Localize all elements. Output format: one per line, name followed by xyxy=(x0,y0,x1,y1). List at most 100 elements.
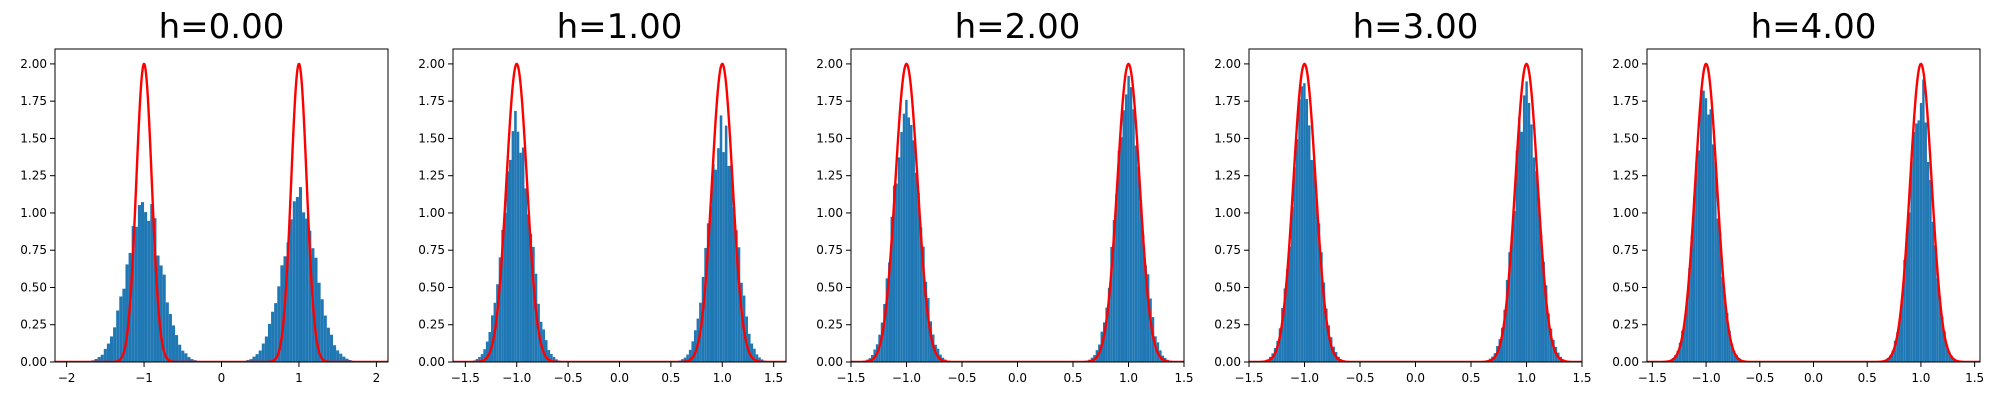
hist-bar xyxy=(162,274,166,362)
hist-bar xyxy=(488,331,492,362)
y-tick-label: 1.00 xyxy=(418,206,445,220)
density-curve xyxy=(1647,62,1980,362)
hist-bar xyxy=(1721,276,1724,362)
hist-bar xyxy=(1915,123,1918,362)
hist-bar xyxy=(1707,114,1710,362)
hist-bar xyxy=(1303,83,1306,362)
x-tick-label: 1.5 xyxy=(1174,371,1193,385)
hist-bar xyxy=(1518,117,1521,362)
hist-bar xyxy=(100,354,104,362)
hist-bar xyxy=(1726,312,1729,362)
y-tick-label: 1.75 xyxy=(816,94,843,108)
hist-bar xyxy=(261,343,265,362)
y-tick-label: 2.00 xyxy=(1612,57,1639,71)
hist-bar xyxy=(184,353,188,362)
hist-bar xyxy=(1144,265,1147,362)
hist-bar xyxy=(1503,309,1506,362)
hist-bar xyxy=(1908,212,1911,362)
hist-bar xyxy=(1931,221,1935,362)
y-tick-label: 0.50 xyxy=(816,280,843,294)
x-tick-label: −0.5 xyxy=(554,371,583,385)
y-tick-label: 1.25 xyxy=(418,169,445,183)
hist-bar xyxy=(907,117,911,362)
hist-bar xyxy=(1137,166,1140,362)
hist-bar xyxy=(1322,282,1326,362)
hist-bar xyxy=(509,159,512,362)
density-curve xyxy=(453,62,786,362)
hist-bar xyxy=(732,207,736,362)
y-tick-label: 0.00 xyxy=(816,355,843,369)
hist-bar xyxy=(252,356,256,362)
hist-bar xyxy=(181,350,185,362)
density-curve xyxy=(851,62,1184,362)
y-tick-label: 0.25 xyxy=(1214,318,1241,332)
hist-bar xyxy=(724,125,728,362)
hist-bar xyxy=(280,265,284,362)
hist-bar xyxy=(1936,277,1939,362)
x-tick-label: −1.5 xyxy=(451,371,480,385)
hist-bar xyxy=(910,124,913,362)
hist-bar xyxy=(1709,109,1712,362)
x-tick-label: −1.5 xyxy=(1234,371,1263,385)
hist-bar xyxy=(314,257,318,362)
y-tick-label: 0.25 xyxy=(1612,318,1639,332)
hist-bar xyxy=(1515,150,1519,362)
hist-bar xyxy=(274,303,278,362)
hist-bar xyxy=(1943,331,1946,362)
hist-bar xyxy=(292,201,296,362)
hist-bar xyxy=(501,229,504,362)
hist-bar xyxy=(1520,131,1523,362)
y-tick-label: 0.00 xyxy=(1612,355,1639,369)
hist-bar xyxy=(286,242,290,362)
y-tick-label: 0.00 xyxy=(418,355,445,369)
hist-bar xyxy=(750,343,754,362)
hist-bar xyxy=(892,185,896,362)
hist-bar xyxy=(1525,81,1528,362)
y-tick-label: 1.50 xyxy=(1214,131,1241,145)
hist-bar xyxy=(140,202,145,362)
hist-bar xyxy=(1704,98,1708,362)
hist-bar xyxy=(897,157,901,362)
y-tick-label: 1.00 xyxy=(816,206,843,220)
y-tick-label: 0.50 xyxy=(1612,280,1639,294)
hist-bar xyxy=(1498,339,1501,362)
hist-bar xyxy=(168,314,172,362)
hist-bar xyxy=(729,165,733,362)
axes-frame xyxy=(54,48,389,363)
hist-bar xyxy=(1676,351,1679,362)
hist-bar xyxy=(917,192,920,362)
hist-bar xyxy=(688,349,692,362)
hist-bar xyxy=(1730,343,1734,362)
panel-title: h=2.00 xyxy=(955,7,1081,47)
hist-bar xyxy=(485,341,489,362)
hist-bar xyxy=(521,147,525,362)
hist-bar xyxy=(895,183,898,362)
hist-bar xyxy=(345,358,349,362)
plot-area xyxy=(1249,62,1582,362)
hist-bar xyxy=(165,302,169,362)
hist-bar xyxy=(883,304,886,362)
hist-bar xyxy=(97,357,101,362)
hist-bar xyxy=(1288,246,1291,362)
y-tick-label: 1.00 xyxy=(1214,206,1241,220)
hist-bar xyxy=(1102,322,1106,362)
hist-bar xyxy=(1900,297,1904,362)
hist-bar xyxy=(1317,223,1321,362)
x-tick-label: 0.0 xyxy=(1406,371,1425,385)
y-tick-label: 1.00 xyxy=(20,206,47,220)
panel-3: −1.5 −1.0 −0.5 0.0 0.5 1.0 1.5 0.00 0.25 0.50 0.75… xyxy=(816,7,1193,385)
hist-bar xyxy=(527,214,530,362)
hist-bar xyxy=(1505,280,1509,362)
y-tick-label: 1.75 xyxy=(418,94,445,108)
hist-bar xyxy=(498,257,502,362)
hist-bar xyxy=(1733,351,1736,362)
x-tick-label: −1.5 xyxy=(836,371,865,385)
y-tick-label: 2.00 xyxy=(20,57,47,71)
hist-bar xyxy=(1893,340,1897,362)
hist-bar xyxy=(249,359,253,362)
hist-bar xyxy=(758,357,761,362)
hist-bar xyxy=(1283,288,1287,362)
hist-bar xyxy=(1544,285,1548,362)
x-tick-label: 1.0 xyxy=(713,371,732,385)
hist-bar xyxy=(1510,235,1514,362)
